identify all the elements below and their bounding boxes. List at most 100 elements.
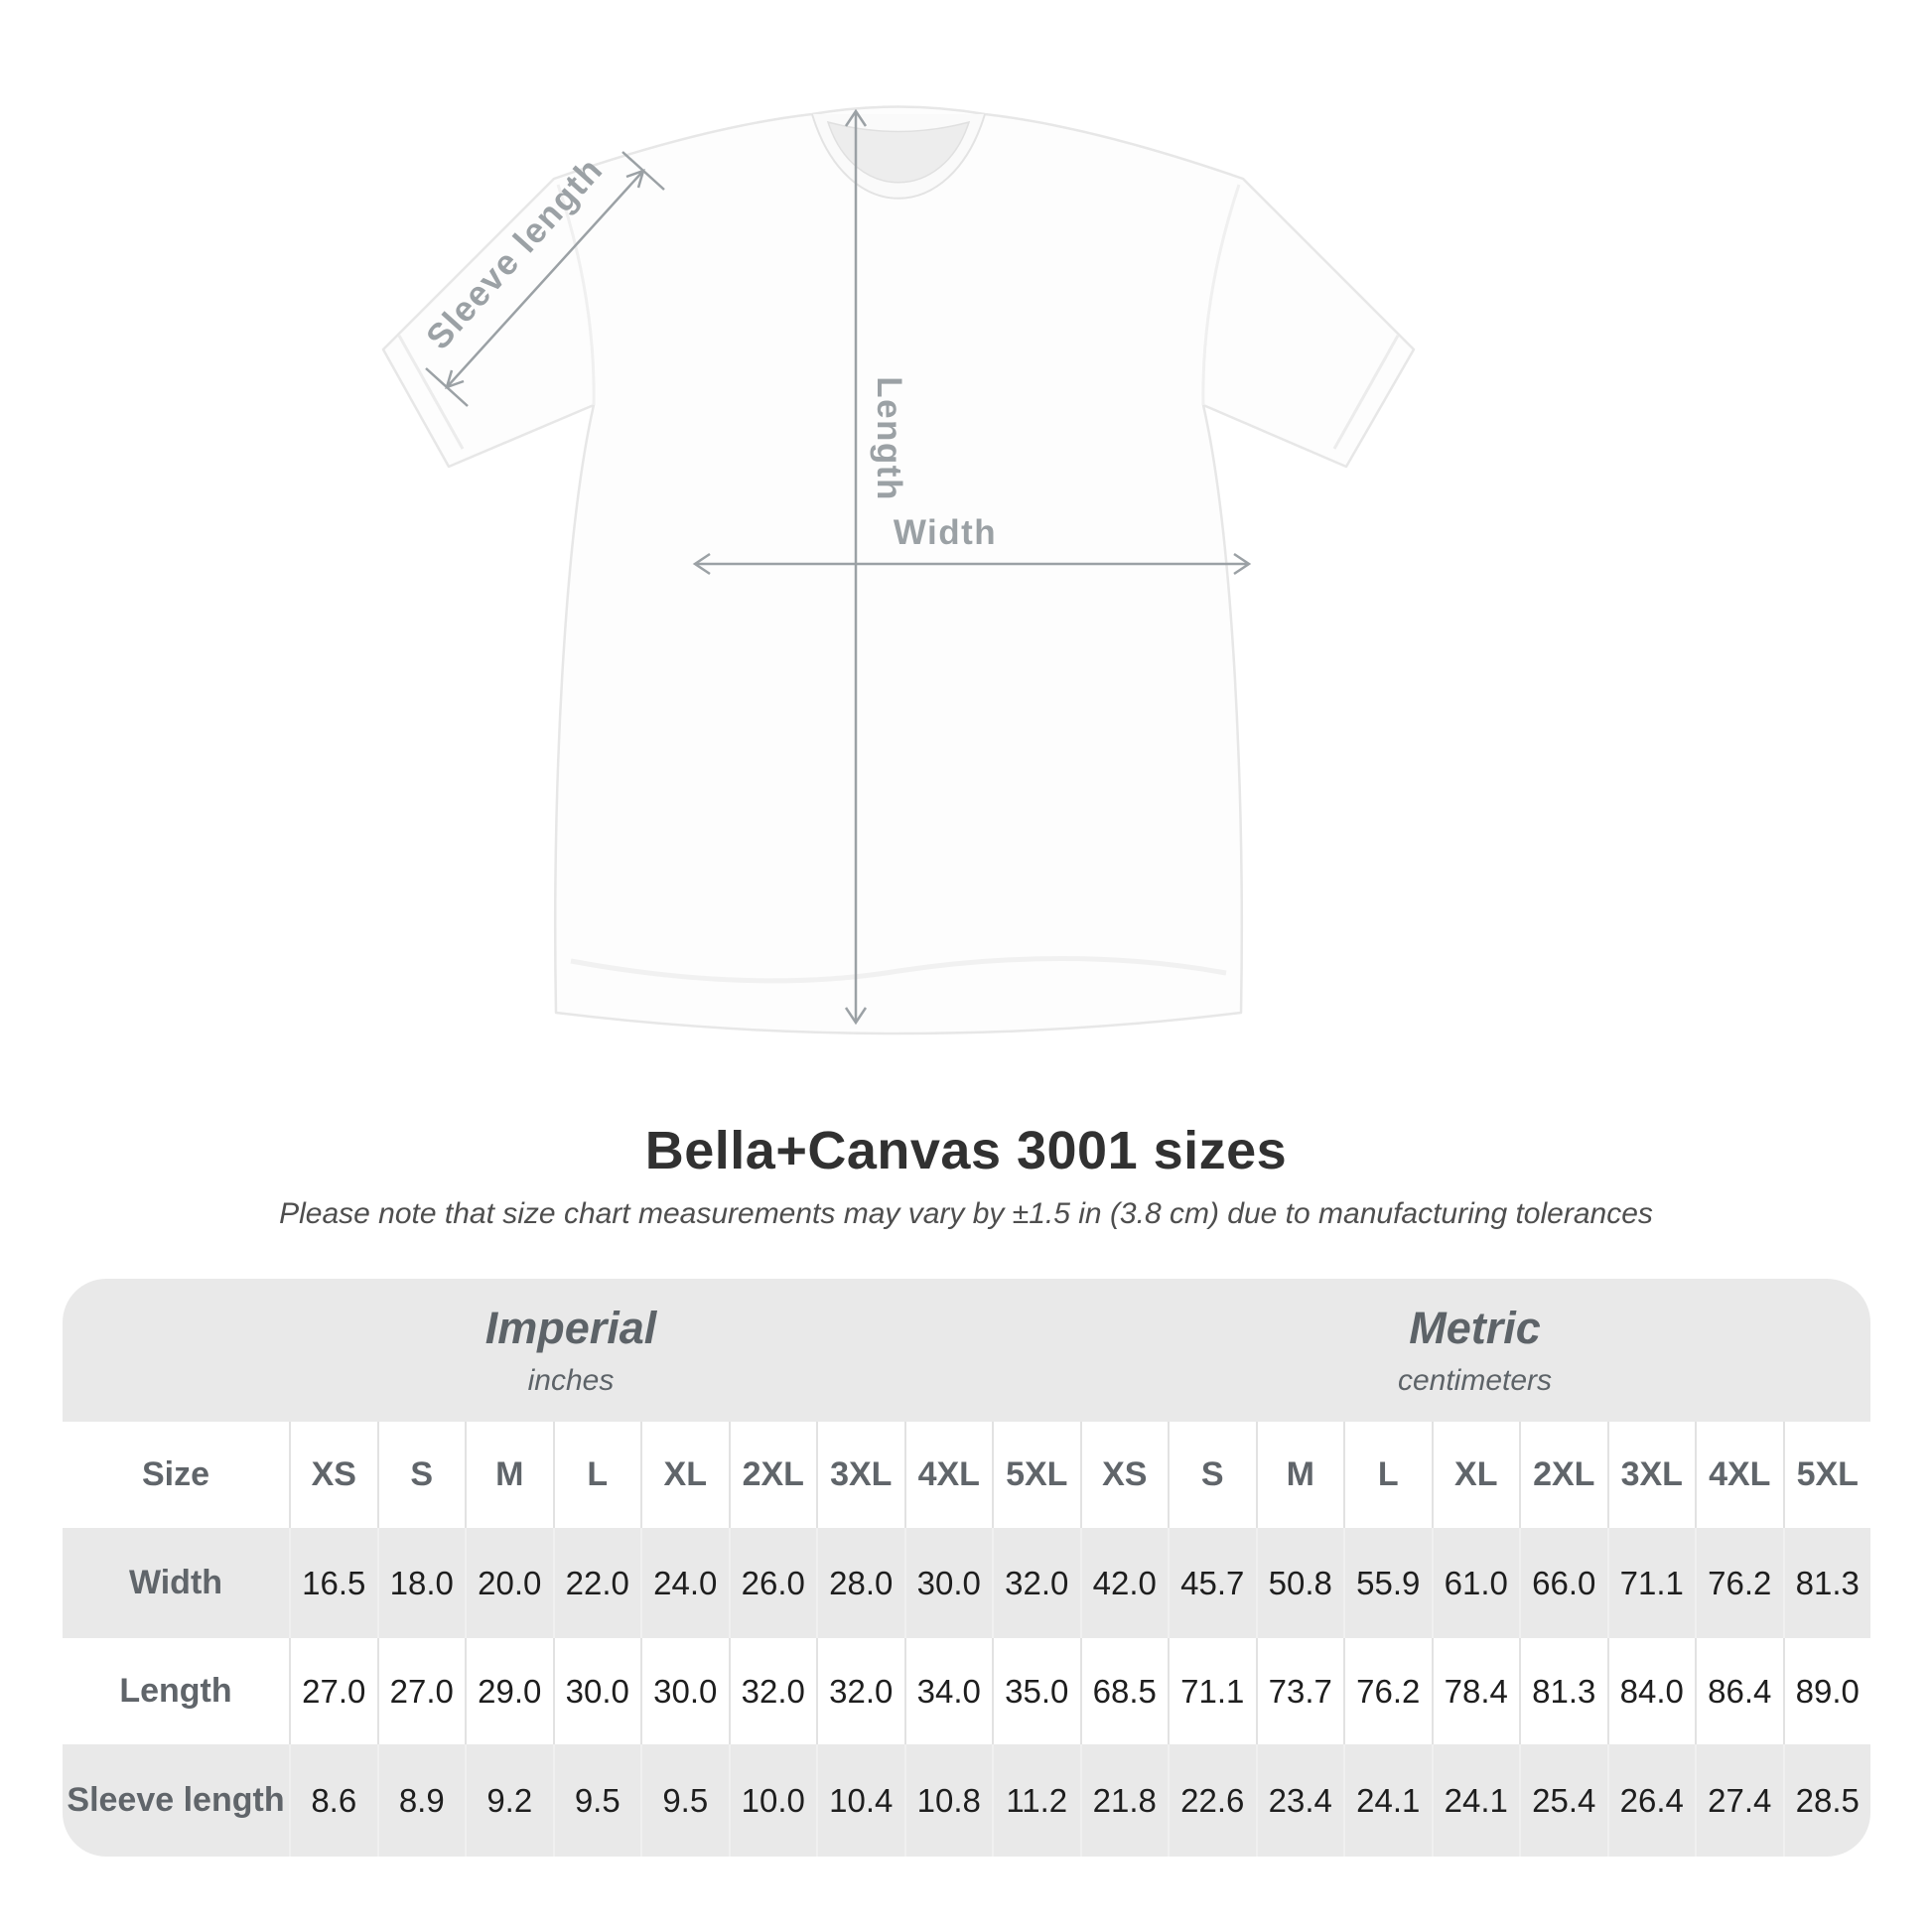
metric-value-cell: 81.3 xyxy=(1782,1528,1871,1638)
size-header-cell: 4XL xyxy=(903,1422,993,1528)
size-header-cell: 3XL xyxy=(1606,1422,1696,1528)
metric-value-cell: 61.0 xyxy=(1431,1528,1520,1638)
imperial-value-cell: 16.5 xyxy=(289,1528,377,1638)
metric-value-cell: 22.6 xyxy=(1168,1744,1256,1857)
length-arrow xyxy=(844,108,868,1026)
imperial-value-cell: 32.0 xyxy=(816,1638,904,1744)
imperial-value-cell: 34.0 xyxy=(903,1638,993,1744)
size-header-cell: 5XL xyxy=(992,1422,1080,1528)
metric-value-cell: 71.1 xyxy=(1606,1528,1696,1638)
imperial-value-cell: 11.2 xyxy=(992,1744,1080,1857)
row-label: Width xyxy=(128,1564,223,1601)
metric-value-cell: 28.5 xyxy=(1782,1744,1871,1857)
measurement-row: Sleeve length 8.6 8.9 9.2 9.5 9.5 10.0 10.4 10.8… xyxy=(63,1744,1870,1857)
width-arrow xyxy=(692,552,1252,576)
hem-wrinkle xyxy=(570,955,1227,984)
table-body: Width 16.5 18.0 20.0 22.0 24.0 26.0 28.0 30.0 32.… xyxy=(63,1528,1870,1857)
imperial-value-cell: 20.0 xyxy=(465,1528,553,1638)
unit-header-band: Imperial inches Metric centimeters xyxy=(63,1279,1870,1422)
metric-header: Metric centimeters xyxy=(1079,1279,1870,1422)
metric-value-cell: 23.4 xyxy=(1255,1744,1344,1857)
imperial-value-cell: 27.0 xyxy=(289,1638,377,1744)
size-header-cell: 4XL xyxy=(1695,1422,1783,1528)
size-header-cell: XL xyxy=(1431,1422,1520,1528)
metric-value-cell: 76.2 xyxy=(1343,1638,1432,1744)
imperial-value-cell: 30.0 xyxy=(903,1528,993,1638)
size-header-cell: XS xyxy=(289,1422,377,1528)
metric-value-cell: 24.1 xyxy=(1343,1744,1432,1857)
metric-title: Metric xyxy=(1409,1303,1541,1353)
length-label: Length xyxy=(870,376,908,501)
imperial-value-cell: 18.0 xyxy=(376,1528,466,1638)
metric-value-cell: 21.8 xyxy=(1079,1744,1169,1857)
imperial-value-cell: 26.0 xyxy=(728,1528,817,1638)
imperial-value-cell: 32.0 xyxy=(728,1638,817,1744)
size-column-header: Size xyxy=(141,1455,210,1493)
imperial-value-cell: 10.4 xyxy=(816,1744,904,1857)
imperial-title: Imperial xyxy=(484,1303,657,1353)
imperial-value-cell: 30.0 xyxy=(640,1638,729,1744)
tolerance-note: Please note that size chart measurements… xyxy=(279,1197,1653,1230)
imperial-value-cell: 9.5 xyxy=(552,1744,641,1857)
metric-value-cell: 26.4 xyxy=(1606,1744,1696,1857)
size-header-cell: 3XL xyxy=(816,1422,904,1528)
metric-value-cell: 68.5 xyxy=(1079,1638,1169,1744)
imperial-header: Imperial inches xyxy=(63,1279,1079,1422)
metric-value-cell: 24.1 xyxy=(1431,1744,1520,1857)
metric-value-cell: 89.0 xyxy=(1782,1638,1871,1744)
metric-value-cell: 25.4 xyxy=(1519,1744,1607,1857)
imperial-value-cell: 10.8 xyxy=(903,1744,993,1857)
right-sleeve-seam xyxy=(1201,184,1241,406)
imperial-value-cell: 8.9 xyxy=(376,1744,466,1857)
metric-value-cell: 50.8 xyxy=(1255,1528,1344,1638)
imperial-value-cell: 35.0 xyxy=(992,1638,1080,1744)
tshirt-outline xyxy=(381,105,1416,1035)
imperial-value-cell: 27.0 xyxy=(376,1638,466,1744)
left-cuff-seam xyxy=(397,335,465,450)
measurement-row: Width 16.5 18.0 20.0 22.0 24.0 26.0 28.0 30.0 32.… xyxy=(63,1528,1870,1638)
metric-value-cell: 42.0 xyxy=(1079,1528,1169,1638)
size-header-cell: L xyxy=(552,1422,641,1528)
imperial-value-cell: 10.0 xyxy=(728,1744,817,1857)
size-header-cell: 2XL xyxy=(1519,1422,1607,1528)
imperial-value-cell: 30.0 xyxy=(552,1638,641,1744)
neck-opening xyxy=(826,120,971,184)
width-label: Width xyxy=(894,513,997,552)
metric-value-cell: 86.4 xyxy=(1695,1638,1783,1744)
size-header-cell: L xyxy=(1343,1422,1432,1528)
right-cuff-seam xyxy=(1332,335,1400,450)
imperial-value-cell: 22.0 xyxy=(552,1528,641,1638)
row-label: Sleeve length xyxy=(67,1781,285,1819)
imperial-value-cell: 28.0 xyxy=(816,1528,904,1638)
metric-value-cell: 76.2 xyxy=(1695,1528,1783,1638)
size-header-cell: S xyxy=(376,1422,466,1528)
imperial-value-cell: 29.0 xyxy=(465,1638,553,1744)
metric-value-cell: 71.1 xyxy=(1168,1638,1256,1744)
measurement-row: Length 27.0 27.0 29.0 30.0 30.0 32.0 32.0 34.0 35… xyxy=(63,1638,1870,1744)
imperial-value-cell: 9.5 xyxy=(640,1744,729,1857)
imperial-value-cell: 32.0 xyxy=(992,1528,1080,1638)
metric-unit: centimeters xyxy=(1397,1364,1553,1397)
metric-value-cell: 84.0 xyxy=(1606,1638,1696,1744)
size-header-cell: XS xyxy=(1079,1422,1169,1528)
heading-block: Bella+Canvas 3001 sizes Please note that… xyxy=(0,1120,1932,1231)
imperial-value-cell: 9.2 xyxy=(465,1744,553,1857)
row-label: Length xyxy=(119,1672,232,1710)
tshirt-diagram: Length Width Sleeve length xyxy=(381,105,1416,1035)
size-header-cell: S xyxy=(1168,1422,1256,1528)
left-sleeve-seam xyxy=(556,184,596,406)
metric-value-cell: 45.7 xyxy=(1168,1528,1256,1638)
imperial-value-cell: 24.0 xyxy=(640,1528,729,1638)
size-header-cell: 2XL xyxy=(728,1422,817,1528)
metric-value-cell: 81.3 xyxy=(1519,1638,1607,1744)
size-header-cell: XL xyxy=(640,1422,729,1528)
metric-value-cell: 66.0 xyxy=(1519,1528,1607,1638)
size-header-cell: M xyxy=(1255,1422,1344,1528)
size-header-cell: 5XL xyxy=(1782,1422,1871,1528)
imperial-value-cell: 8.6 xyxy=(289,1744,377,1857)
size-table: Imperial inches Metric centimeters Size X… xyxy=(63,1279,1870,1857)
table-header-row: Size XS S M L XL 2XL 3XL 4XL 5XL XS S M L XL 2XL 3XL 4XL 5… xyxy=(63,1422,1870,1528)
size-header-cell: M xyxy=(465,1422,553,1528)
page-title: Bella+Canvas 3001 sizes xyxy=(644,1121,1288,1180)
